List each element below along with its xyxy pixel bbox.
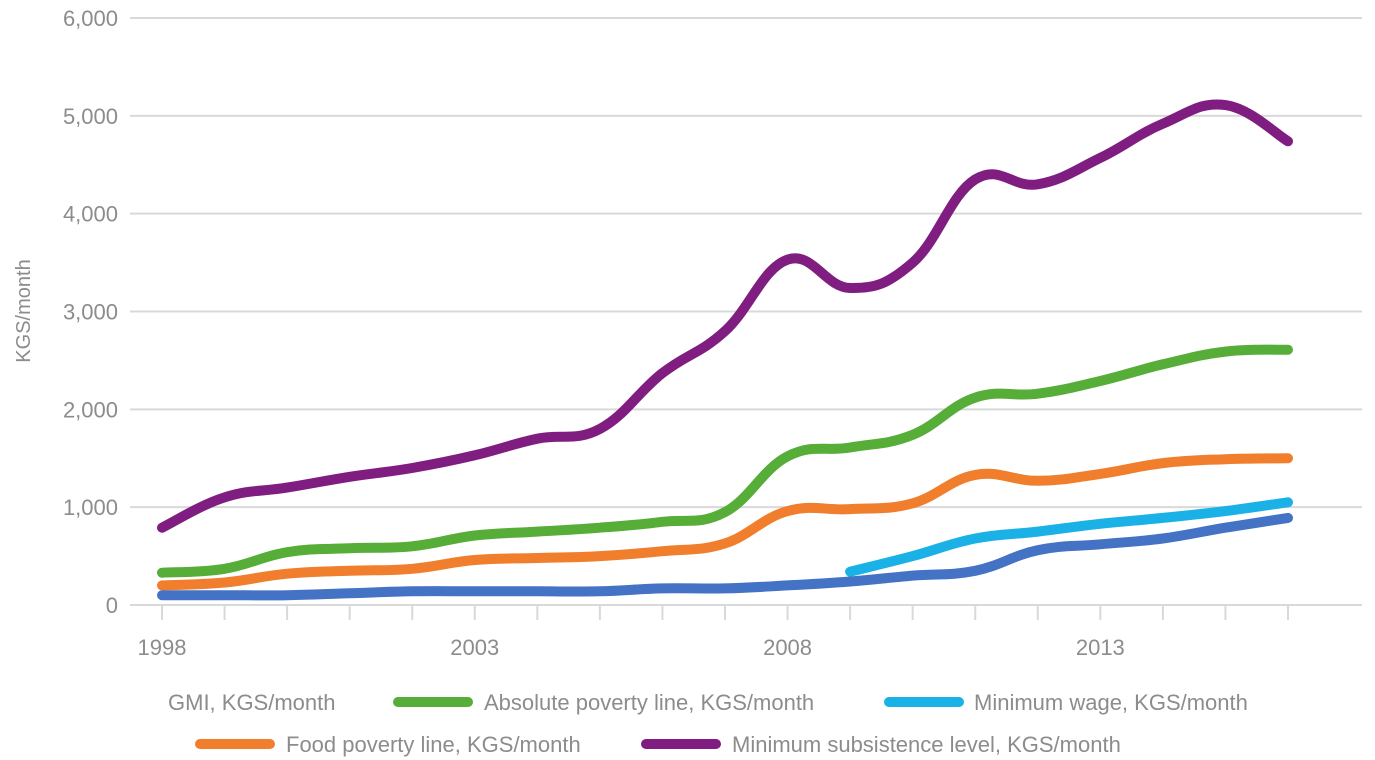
series-line-gmi	[157, 512, 1293, 601]
gridlines	[130, 17, 1362, 509]
x-tick-label: 2013	[1076, 635, 1125, 660]
y-tick-label: 1,000	[63, 495, 118, 520]
x-axis-tick-labels: 1998 2003 2008 2013	[138, 635, 1125, 660]
legend-entry-gmi: GMI, KGS/month	[168, 690, 336, 715]
series-line-minimum-wage	[845, 497, 1293, 577]
y-tick-label: 0	[106, 593, 118, 618]
x-tick-label: 2003	[450, 635, 499, 660]
y-tick-label: 5,000	[63, 104, 118, 129]
series-lines	[157, 99, 1293, 601]
series-line-food-poverty-line	[157, 453, 1293, 591]
series-line-absolute-poverty-line	[157, 344, 1293, 578]
legend-label: GMI, KGS/month	[168, 690, 336, 715]
legend-entry-food-poverty-line: Food poverty line, KGS/month	[195, 732, 581, 757]
y-tick-label: 6,000	[63, 6, 118, 31]
legend-entry-minimum-subsistence-level: Minimum subsistence level, KGS/month	[641, 732, 1121, 757]
y-tick-label: 3,000	[63, 300, 118, 325]
x-tick-label: 1998	[138, 635, 187, 660]
y-tick-label: 2,000	[63, 397, 118, 422]
x-axis-ticks	[161, 605, 1289, 620]
series-line-minimum-subsistence-level	[157, 99, 1293, 533]
y-axis-tick-labels: 0 1,000 2,000 3,000 4,000 5,000 6,000	[63, 6, 118, 618]
legend-label: Food poverty line, KGS/month	[286, 732, 581, 757]
legend-entry-minimum-wage: Minimum wage, KGS/month	[884, 690, 1248, 715]
legend-label: Absolute poverty line, KGS/month	[484, 690, 814, 715]
x-tick-label: 2008	[763, 635, 812, 660]
legend-label: Minimum wage, KGS/month	[974, 690, 1248, 715]
y-tick-label: 4,000	[63, 202, 118, 227]
legend-entry-absolute-poverty-line: Absolute poverty line, KGS/month	[393, 690, 814, 715]
y-axis-title: KGS/month	[13, 259, 35, 362]
legend: GMI, KGS/month Absolute poverty line, KGS…	[168, 690, 1248, 757]
legend-label: Minimum subsistence level, KGS/month	[732, 732, 1121, 757]
